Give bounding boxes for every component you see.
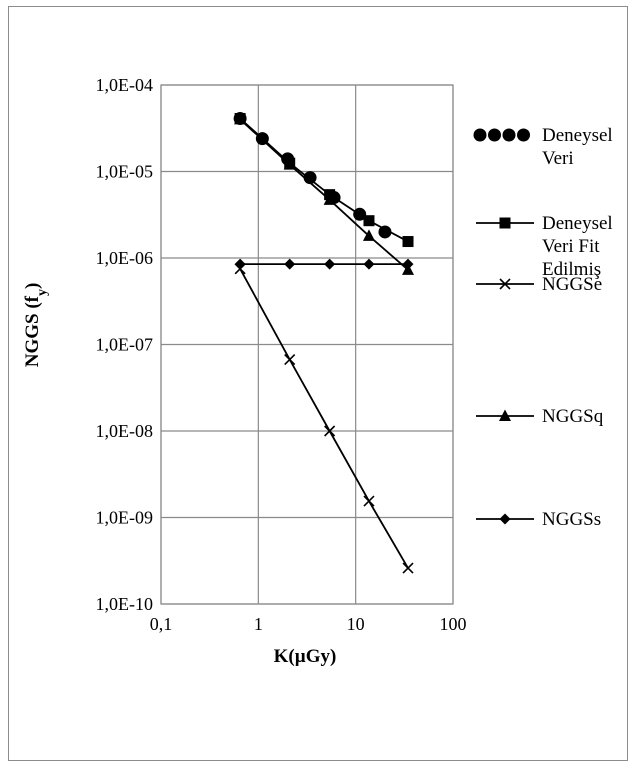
legend-marker	[499, 513, 511, 525]
plot-border	[160, 84, 454, 605]
legend-marker	[499, 409, 511, 421]
x-tick-label: 0,1	[150, 614, 173, 634]
series-nggse	[234, 263, 414, 574]
y-tick-labels: 1,0E-04 1,0E-05 1,0E-06 1,0E-07 1,0E-08 1,0E-…	[96, 75, 154, 614]
legend-entry: NGGSe	[476, 274, 602, 295]
data-point	[303, 171, 317, 185]
legend-label: Edilmiş	[542, 259, 601, 280]
data-point	[234, 263, 246, 275]
y-tick-label: 1,0E-06	[96, 248, 154, 268]
data-point	[324, 258, 336, 270]
data-point	[353, 207, 367, 221]
series-deneysel-veri	[233, 111, 392, 239]
legend-label: NGGSs	[542, 509, 601, 530]
legend-marker	[473, 128, 487, 142]
legend-marker	[517, 128, 530, 142]
legend-entry: NGGSq	[476, 406, 604, 427]
data-point	[255, 132, 269, 146]
data-point	[327, 191, 341, 205]
series-line	[239, 268, 409, 569]
y-axis-title-main: NGGS (f	[22, 295, 43, 367]
data-point	[362, 229, 375, 241]
y-tick-label: 1,0E-04	[96, 75, 154, 95]
legend-marker	[499, 217, 511, 229]
series	[233, 111, 415, 574]
chart-svg: 1,0E-04 1,0E-05 1,0E-06 1,0E-07 1,0E-08 1,0E-…	[22, 75, 613, 667]
x-tick-label: 10	[347, 614, 365, 634]
legend-label: Veri Fit	[542, 236, 600, 257]
data-point	[402, 263, 415, 275]
y-tick-label: 1,0E-07	[96, 335, 154, 355]
y-axis-title-sub: y	[35, 289, 50, 296]
chart-frame: 1,0E-04 1,0E-05 1,0E-06 1,0E-07 1,0E-08 1,0E-…	[8, 6, 628, 761]
data-point	[281, 152, 295, 166]
x-tick-label: 100	[440, 614, 467, 634]
data-point	[284, 353, 296, 366]
y-axis-title-close: )	[22, 283, 43, 289]
legend-label: Deneysel	[542, 213, 613, 234]
y-tick-label: 1,0E-09	[96, 508, 154, 528]
data-point	[378, 225, 392, 239]
data-point	[233, 111, 247, 125]
legend-label: Veri	[542, 148, 574, 169]
series-nggss	[234, 258, 414, 270]
data-point	[284, 258, 296, 270]
legend-label: NGGSq	[542, 406, 604, 427]
data-point	[402, 562, 414, 574]
data-point	[363, 495, 375, 507]
legend-marker	[499, 278, 511, 290]
data-point	[363, 258, 375, 270]
y-tick-label: 1,0E-05	[96, 162, 154, 182]
legend-label: NGGSe	[542, 274, 602, 295]
legend-label: Deneysel	[542, 125, 613, 146]
x-axis-title: K(µGy)	[274, 646, 337, 667]
grid	[160, 84, 454, 605]
data-point	[363, 215, 375, 227]
y-axis-title: NGGS (fy)	[22, 283, 50, 368]
y-tick-label: 1,0E-10	[96, 594, 154, 614]
data-point	[324, 425, 336, 437]
data-point	[402, 236, 414, 248]
x-tick-labels: 0,1 1 10 100	[150, 614, 467, 634]
legend-entry: NGGSs	[476, 509, 601, 530]
x-tick-label: 1	[254, 614, 263, 634]
legend-marker	[488, 128, 501, 142]
legend-marker	[502, 128, 516, 142]
y-tick-label: 1,0E-08	[96, 421, 154, 441]
